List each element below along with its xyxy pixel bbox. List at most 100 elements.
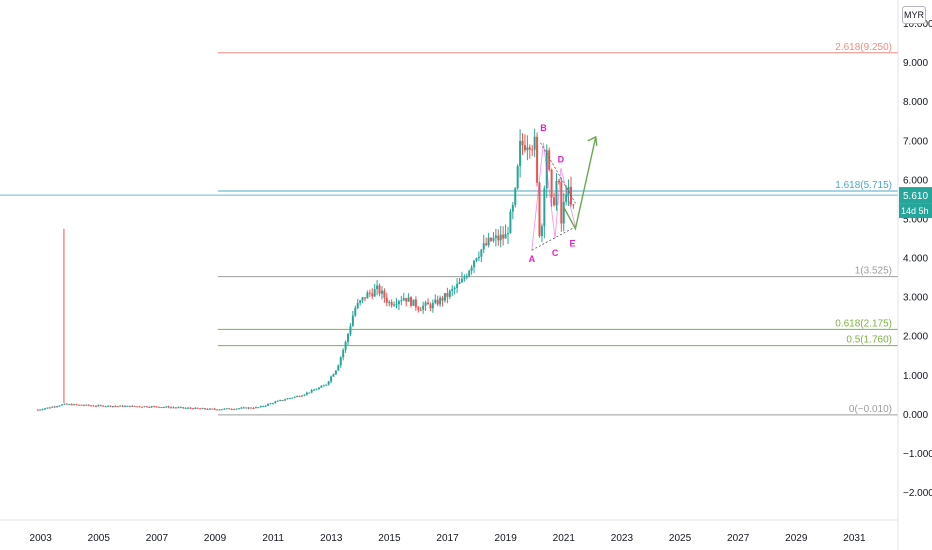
x-tick-label: 2009 xyxy=(204,533,227,544)
candle-body xyxy=(257,407,260,409)
candle-body xyxy=(468,270,471,277)
candle-body xyxy=(470,267,473,271)
candle-body xyxy=(523,145,526,151)
candle-body xyxy=(509,211,512,234)
y-tick-label: −1.000 xyxy=(903,449,932,460)
candle-body xyxy=(85,404,88,406)
x-tick-label: 2019 xyxy=(495,533,518,544)
candle-body xyxy=(543,188,546,227)
currency-button[interactable]: MYR xyxy=(902,6,926,24)
candle-body xyxy=(155,406,158,408)
candle-body xyxy=(264,405,267,407)
x-tick-label: 2011 xyxy=(262,533,284,544)
candle-body xyxy=(70,404,73,406)
candle-body xyxy=(189,407,192,409)
candle-body xyxy=(453,287,456,289)
candle-body xyxy=(475,258,478,261)
candle-body xyxy=(361,297,364,301)
candle-body xyxy=(97,405,100,407)
candle-body xyxy=(368,292,371,294)
candle-body xyxy=(427,302,430,305)
wave-label-d: D xyxy=(558,154,565,164)
candle-body xyxy=(412,299,415,306)
x-tick-label: 2007 xyxy=(146,533,169,544)
candle-body xyxy=(223,408,226,410)
candle-body xyxy=(250,407,253,409)
fib-label-0.5: 0.5(1.760) xyxy=(846,335,892,346)
candle-body xyxy=(172,407,175,409)
candle-body xyxy=(359,300,362,303)
candle-body xyxy=(448,290,451,297)
candle-body xyxy=(557,180,560,183)
candle-body xyxy=(114,406,117,408)
candle-body xyxy=(393,304,396,306)
candle-body xyxy=(63,403,66,405)
candle-body xyxy=(347,333,350,342)
candle-body xyxy=(240,407,243,409)
candle-body xyxy=(458,282,461,284)
fib-label-0: 0(−0.010) xyxy=(849,404,892,415)
candle-body xyxy=(73,404,76,406)
candle-body xyxy=(504,233,507,239)
candle-body xyxy=(82,405,85,407)
candle-body xyxy=(378,285,381,294)
candle-body xyxy=(99,405,102,407)
candle-body xyxy=(313,389,316,391)
candle-body xyxy=(414,299,417,308)
candle-body xyxy=(267,404,270,406)
x-tick-label: 2003 xyxy=(30,533,53,544)
candle-body xyxy=(536,136,539,183)
projection-arrowhead xyxy=(587,135,598,146)
candle-body xyxy=(56,406,59,408)
candle-body xyxy=(526,147,529,151)
candle-body xyxy=(242,407,245,409)
candle-body xyxy=(286,398,289,400)
candle-body xyxy=(494,235,497,239)
candle-body xyxy=(405,298,408,302)
candle-body xyxy=(363,297,366,299)
candle-body xyxy=(451,288,454,291)
candle-body xyxy=(191,408,194,410)
fib-label-1: 1(3.525) xyxy=(855,266,892,277)
candle-body xyxy=(373,289,376,297)
candle-body xyxy=(39,409,42,411)
candle-body xyxy=(150,406,153,408)
candle-body xyxy=(366,292,369,299)
candle-body xyxy=(395,304,398,306)
candle-body xyxy=(165,406,168,408)
candle-body xyxy=(293,396,296,398)
candle-body xyxy=(349,326,352,334)
candle-body xyxy=(446,293,449,297)
candle-body xyxy=(490,237,493,241)
candle-body xyxy=(441,297,444,301)
price-axis[interactable]: 10.000 9.000 8.000 7.000 6.000 5.000 4.000 3.00… xyxy=(903,19,932,499)
candle-body xyxy=(131,405,134,407)
candle-body xyxy=(90,405,93,407)
candle-body xyxy=(339,357,342,366)
candle-body xyxy=(560,182,563,224)
candle-body xyxy=(148,406,151,408)
candlesticks xyxy=(36,128,575,411)
candle-body xyxy=(502,234,505,239)
wave-label-e: E xyxy=(570,238,576,248)
y-tick-label: 6.000 xyxy=(903,175,928,186)
candle-body xyxy=(133,405,136,407)
candle-body xyxy=(65,403,68,405)
candle-body xyxy=(160,407,163,409)
candle-body xyxy=(119,405,122,407)
y-tick-label: 10.000 xyxy=(903,19,932,30)
candle-body xyxy=(380,290,383,294)
x-tick-label: 2021 xyxy=(553,533,576,544)
countdown-badge xyxy=(899,203,932,219)
candle-body xyxy=(443,293,446,301)
candle-body xyxy=(213,408,216,410)
candle-body xyxy=(402,298,405,301)
candle-body xyxy=(162,407,165,409)
y-tick-label: 4.000 xyxy=(903,254,928,265)
candle-body xyxy=(104,406,107,408)
candle-body xyxy=(208,408,211,410)
candle-body xyxy=(245,407,248,409)
time-axis[interactable]: 2003 2005 2007 2009 2011 2013 2015 2017 2019 2021… xyxy=(30,533,866,544)
y-tick-label: 1.000 xyxy=(903,371,928,382)
